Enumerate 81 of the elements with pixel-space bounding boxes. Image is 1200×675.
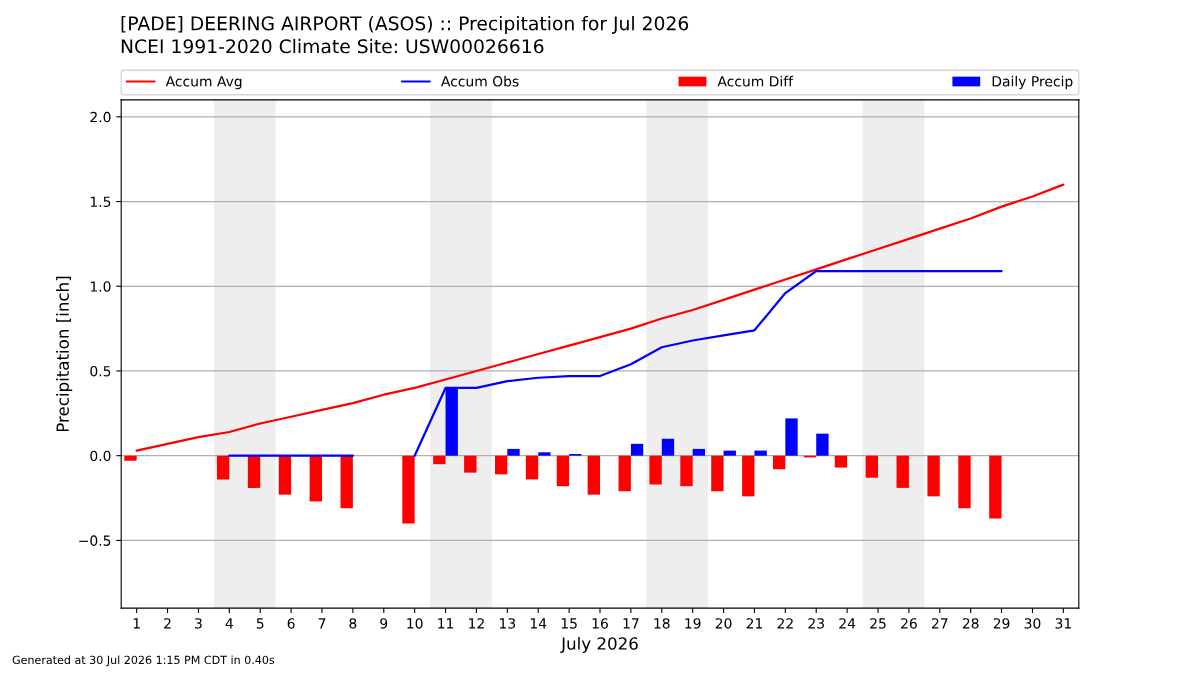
x-tick-label: 25: [870, 618, 886, 629]
x-tick-label: 1: [133, 618, 140, 629]
x-tick-label: 22: [777, 618, 793, 629]
bar: [958, 455, 971, 509]
bar: [556, 455, 570, 487]
bar: [816, 433, 829, 456]
bar: [618, 455, 631, 492]
bar: [927, 455, 940, 497]
legend-label: Accum Obs: [441, 75, 519, 87]
chart-subtitle: NCEI 1991-2020 Climate Site: USW00026616: [121, 38, 544, 54]
legend-label: Accum Diff: [717, 75, 794, 87]
bar: [754, 450, 767, 456]
bar: [661, 438, 675, 456]
x-tick-label: 26: [901, 618, 917, 629]
x-tick-label: 17: [623, 618, 639, 629]
y-tick-label: −0.5: [79, 535, 111, 546]
x-tick-label: 10: [407, 618, 423, 629]
x-tick-label: 8: [349, 618, 357, 629]
x-tick-label: 6: [287, 618, 295, 629]
x-tick-label: 16: [592, 618, 608, 629]
x-axis-title: July 2026: [560, 636, 638, 654]
text: Generated at 30 Jul 2026 1:15 PM CDT in 0.40s: [12, 655, 275, 667]
bar: [680, 455, 693, 487]
bar: [742, 455, 755, 497]
y-axis-title: Precipitation [inch]: [56, 276, 73, 432]
y-tick-label: 1.5: [90, 196, 111, 208]
y-tick-label: 0.5: [90, 365, 111, 377]
x-tick-label: 5: [256, 618, 264, 629]
x-tick-label: 20: [715, 618, 732, 629]
x-tick-label: 7: [318, 618, 326, 629]
chart-title: [PADE] DEERING AIRPORT (ASOS) :: Precipitation for Jul 2026: [121, 15, 689, 35]
bar: [124, 455, 137, 461]
x-tick-label: 31: [1055, 618, 1071, 629]
x-tick-label: 24: [839, 618, 856, 629]
x-tick-label: 21: [746, 618, 763, 629]
bar: [402, 455, 415, 524]
bar: [464, 455, 477, 473]
legend-label: Daily Precip: [992, 75, 1073, 90]
bar: [538, 452, 551, 456]
x-tick-label: 27: [931, 618, 948, 629]
bar: [309, 455, 322, 502]
bar: [216, 455, 230, 480]
bar: [772, 455, 786, 470]
bar: [587, 455, 600, 495]
x-tick-label: 4: [225, 618, 233, 629]
x-tick-label: 12: [469, 618, 484, 629]
x-tick-label: 15: [561, 618, 577, 629]
x-tick-label: 19: [685, 618, 701, 629]
bar: [494, 455, 508, 475]
bar: [507, 448, 520, 456]
x-tick-label: 23: [808, 618, 824, 629]
bar: [989, 455, 1002, 519]
bar: [433, 455, 446, 465]
y-tick-label: 0.0: [90, 450, 111, 462]
x-tick-label: 3: [195, 618, 202, 629]
bar: [247, 455, 261, 488]
bar: [723, 450, 736, 456]
bar: [692, 448, 706, 456]
y-tick-label: 2.0: [90, 111, 111, 123]
x-tick-label: 14: [530, 618, 547, 629]
x-tick-label: 11: [438, 618, 454, 629]
x-tick-label: 28: [962, 618, 979, 629]
legend-label: Accum Avg: [165, 76, 242, 90]
x-tick-label: 13: [500, 618, 516, 629]
bar: [525, 455, 539, 480]
bar: [865, 455, 879, 478]
bar: [834, 455, 848, 468]
x-tick-label: 9: [380, 618, 388, 629]
line-series: [135, 183, 1065, 452]
bar: [340, 455, 353, 509]
x-tick-label: 18: [654, 618, 670, 629]
x-tick-label: 29: [993, 618, 1010, 629]
bar: [785, 418, 798, 456]
bar: [649, 455, 662, 485]
y-tick-label: 1.0: [90, 281, 111, 292]
bar: [711, 455, 724, 492]
bar: [278, 455, 292, 495]
x-tick-label: 2: [164, 618, 171, 629]
bar: [896, 455, 909, 488]
x-tick-label: 30: [1024, 618, 1041, 629]
bar: [630, 443, 644, 456]
